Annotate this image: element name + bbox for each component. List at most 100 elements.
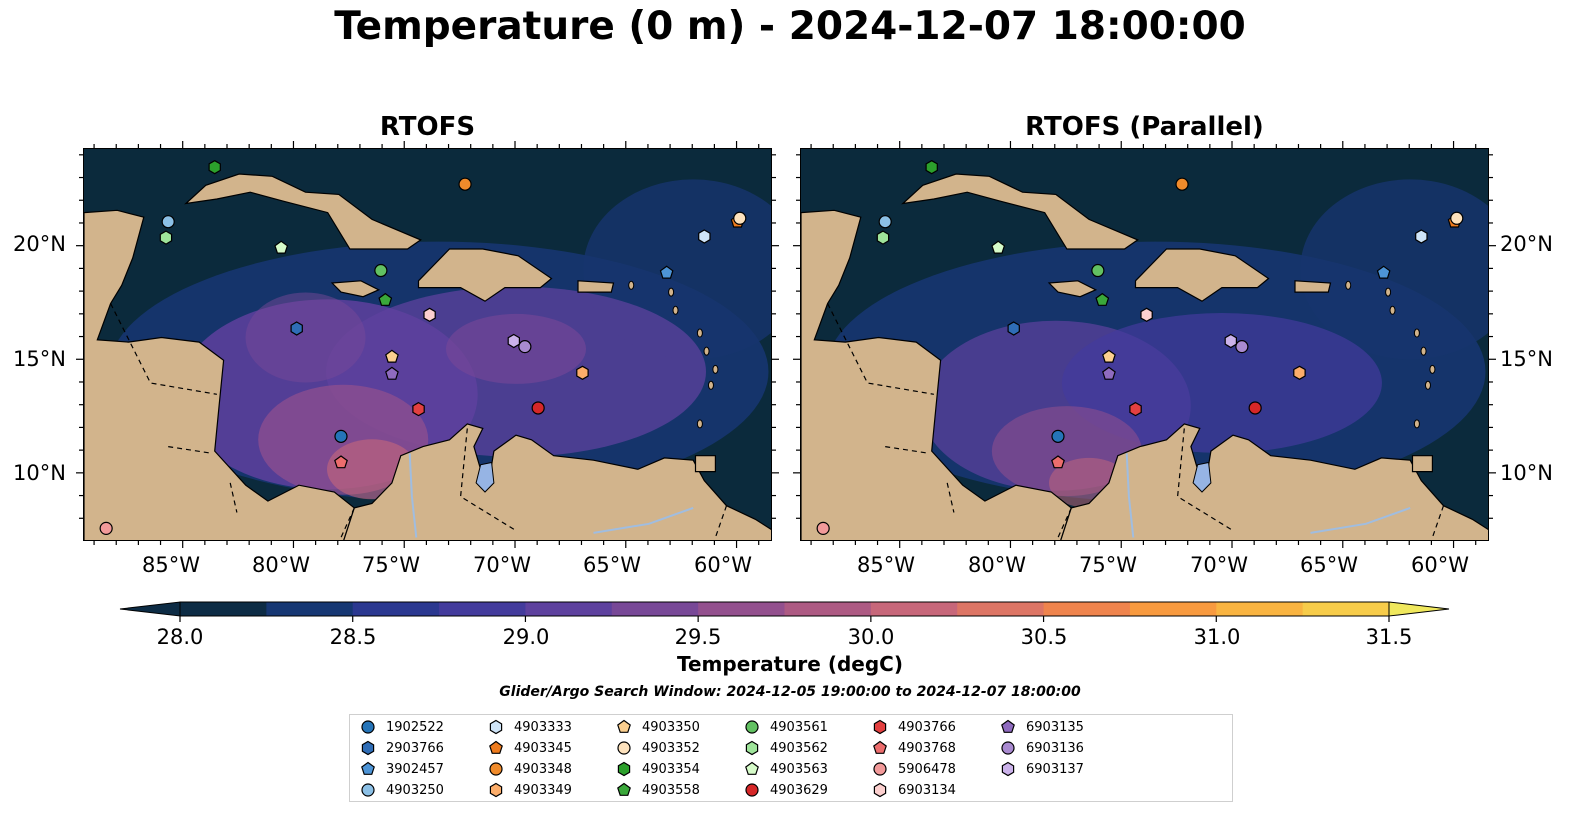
legend-label: 4903562	[770, 740, 828, 756]
colorbar-segment	[611, 602, 699, 616]
legend-marker-4903558	[617, 782, 631, 796]
legend-item-4903354: 4903354	[616, 759, 700, 779]
float-marker-4903558	[378, 292, 393, 306]
legend-marker-6903135	[1001, 719, 1015, 733]
legend-label: 4903348	[514, 761, 572, 777]
lon-label-70w-parallel: 70°W	[1190, 553, 1248, 577]
lon-label-85w: 85°W	[142, 553, 200, 577]
float-marker-6903136	[518, 340, 532, 354]
legend-marker-1902522	[361, 720, 375, 734]
cbar-tick-28-0: 28.0	[156, 625, 204, 649]
island	[712, 364, 719, 374]
legend-label: 4903558	[642, 782, 700, 798]
legend-item-4903333: 4903333	[488, 717, 572, 737]
search-window-label: Glider/Argo Search Window: 2024-12-05 19…	[499, 684, 1081, 700]
legend-marker-4903354	[617, 761, 631, 777]
legend-marker-2903766	[361, 740, 375, 756]
legend-label: 2903766	[386, 740, 444, 756]
float-marker-6903135	[385, 366, 399, 380]
lon-label-75w: 75°W	[362, 553, 420, 577]
legend-marker-4903563	[745, 761, 759, 775]
legend-item-4903345: 4903345	[488, 738, 572, 758]
legend-marker-4903562	[745, 740, 759, 756]
circle-marker-icon	[489, 762, 503, 776]
legend-label: 6903136	[1026, 740, 1084, 756]
float-marker-4903349	[576, 365, 589, 380]
hexagon-marker-icon	[361, 740, 375, 756]
lake-maracaibo	[1192, 461, 1212, 493]
legend-item-4903352: 4903352	[616, 738, 700, 758]
lat-label-10n-right: 10°N	[1500, 461, 1553, 485]
island	[672, 305, 679, 315]
lat-label-15n-right: 15°N	[1500, 347, 1553, 371]
legend-item-6903137: 6903137	[1000, 759, 1084, 779]
legend-item-1902522: 1902522	[360, 717, 444, 737]
float-marker-4903766	[1129, 401, 1142, 417]
colorbar-segment	[1043, 602, 1131, 616]
island	[628, 280, 635, 290]
float-marker-6903134	[423, 307, 436, 322]
land-cuba	[901, 173, 1139, 250]
land-cuba	[184, 173, 422, 250]
hexagon-marker-icon	[489, 782, 503, 798]
legend-label: 4903768	[898, 740, 956, 756]
legend-item-6903136: 6903136	[1000, 738, 1084, 758]
map-rtofs-parallel	[800, 148, 1489, 541]
hexagon-marker-icon	[745, 740, 759, 756]
legend-item-4903563: 4903563	[744, 759, 828, 779]
colorbar-extend-low	[119, 601, 181, 617]
colorbar-segment	[525, 602, 613, 616]
land-jamaica	[1047, 280, 1098, 298]
float-marker-6903134	[1140, 307, 1153, 322]
float-marker-4903354	[925, 160, 938, 175]
legend-item-4903348: 4903348	[488, 759, 572, 779]
lon-label-75w-parallel: 75°W	[1079, 553, 1137, 577]
legend-marker-4903345	[489, 740, 503, 754]
legend-marker-4903250	[361, 783, 375, 797]
land-trinidad	[1411, 455, 1434, 473]
legend-item-6903134: 6903134	[872, 780, 956, 800]
float-marker-4903350	[385, 349, 399, 363]
legend-label: 4903354	[642, 761, 700, 777]
circle-marker-icon	[745, 783, 759, 797]
legend-marker-4903766	[873, 719, 887, 735]
lon-label-80w-parallel: 80°W	[968, 553, 1026, 577]
legend-item-5906478: 5906478	[872, 759, 956, 779]
island	[703, 346, 710, 356]
circle-marker-icon	[745, 720, 759, 734]
legend-label: 4903350	[642, 719, 700, 735]
legend-label: 4903563	[770, 761, 828, 777]
land-southamerica	[1060, 423, 1488, 540]
legend-marker-4903350	[617, 719, 631, 733]
colorbar-extend-high	[1388, 601, 1450, 617]
colorbar-label: Temperature (degC)	[677, 652, 903, 676]
island	[1385, 287, 1392, 297]
float-marker-6903135	[1102, 366, 1116, 380]
legend-item-3902457: 3902457	[360, 759, 444, 779]
float-marker-2903766	[1007, 321, 1020, 336]
legend-item-4903768: 4903768	[872, 738, 956, 758]
float-marker-4903629	[531, 401, 545, 415]
legend-label: 6903134	[898, 782, 956, 798]
float-marker-6903137	[1224, 333, 1237, 349]
panel-title-rtofs-parallel: RTOFS (Parallel)	[1025, 112, 1264, 142]
colorbar-segment	[1302, 602, 1390, 616]
lon-label-65w-parallel: 65°W	[1300, 553, 1358, 577]
cbar-tick-31-0: 31.0	[1193, 625, 1241, 649]
colorbar-segment	[439, 602, 526, 616]
cbar-tick-29-5: 29.5	[674, 625, 722, 649]
legend-label: 4903561	[770, 719, 828, 735]
legend-label: 4903349	[514, 782, 572, 798]
hexagon-marker-icon	[873, 782, 887, 798]
float-marker-5906478	[99, 521, 113, 535]
land-yucatan	[84, 209, 355, 540]
float-marker-1902522	[1051, 429, 1065, 443]
island	[1429, 364, 1436, 374]
pentagon-marker-icon	[361, 761, 375, 775]
island	[696, 328, 703, 338]
land-yucatan	[801, 209, 1072, 540]
pentagon-marker-icon	[617, 782, 631, 796]
island	[1345, 280, 1352, 290]
legend-marker-4903349	[489, 782, 503, 798]
lat-label-20n-right: 20°N	[1500, 232, 1553, 256]
